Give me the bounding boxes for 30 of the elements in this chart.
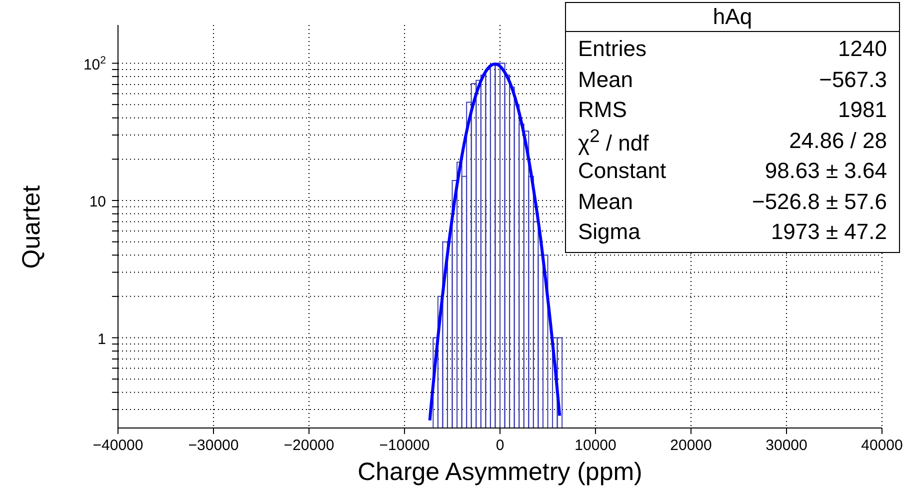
annotation: 1240 xyxy=(838,36,887,62)
annotation: −567.3 xyxy=(819,66,887,93)
x-tick-label: 20000 xyxy=(670,437,712,454)
annotation: RMS xyxy=(578,97,627,124)
annotation: 1981 xyxy=(838,97,887,124)
y-tick-label: 10 xyxy=(89,194,106,211)
x-tick-label: 30000 xyxy=(766,437,808,454)
annotation: 1973 ± 47.2 xyxy=(770,219,887,246)
annotation: 24.86 / 28 xyxy=(789,128,887,154)
annotation: Sigma xyxy=(578,219,640,246)
annotation: 98.63 ± 3.64 xyxy=(764,158,887,184)
x-tick-label: −30000 xyxy=(188,437,239,454)
annotation: Entries xyxy=(578,36,646,62)
x-tick-label: 40000 xyxy=(861,437,903,454)
annotation: Constant xyxy=(578,158,666,184)
annotation: Mean xyxy=(578,66,634,93)
annotation: Mean xyxy=(578,188,634,215)
annotation: hAq xyxy=(566,3,899,32)
y-tick-label: 10$^{2}$ xyxy=(83,54,106,74)
annotation: χ$^{2}$ / ndf xyxy=(578,125,649,156)
x-axis-title: Charge Asymmetry (ppm) xyxy=(356,458,644,487)
y-axis-title: Quartet xyxy=(18,184,46,268)
line-series xyxy=(428,62,562,422)
annotation: −526.8 ± 57.6 xyxy=(752,188,887,215)
y-tick-label: 1 xyxy=(98,330,106,348)
x-tick-label: −10000 xyxy=(379,437,430,454)
x-tick-label: −40000 xyxy=(92,437,144,454)
x-tick-label: 0 xyxy=(496,437,504,454)
x-tick-label: 10000 xyxy=(574,437,616,454)
x-tick-label: −20000 xyxy=(284,437,334,454)
